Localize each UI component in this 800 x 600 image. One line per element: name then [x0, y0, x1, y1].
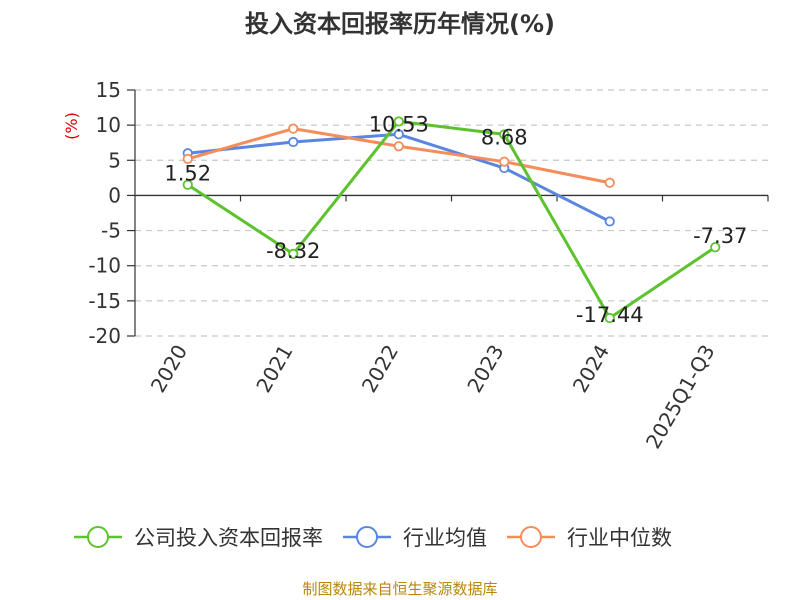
series-0-point — [182, 179, 193, 190]
y-tick-label: -10 — [88, 254, 121, 278]
data-label: -17.44 — [576, 303, 644, 327]
x-tick-label: 2020 — [146, 341, 192, 397]
legend-marker-0 — [87, 526, 109, 548]
series-2-point — [393, 141, 404, 152]
legend-label-2: 行业中位数 — [567, 526, 672, 550]
legend-label-0: 公司投入资本回报率 — [134, 526, 323, 550]
series-1-point — [604, 216, 615, 227]
series-2-point — [499, 156, 510, 167]
series-2-point — [604, 177, 615, 188]
legend-marker-2 — [520, 526, 542, 548]
y-tick-label: -20 — [88, 324, 121, 348]
data-label: 10.53 — [369, 112, 429, 136]
y-tick-label: 5 — [108, 148, 121, 172]
series-1-point — [288, 136, 299, 148]
series-0-point — [499, 129, 510, 140]
series-lines — [182, 116, 721, 324]
legend: 公司投入资本回报率 行业均值 行业中位数 — [74, 526, 672, 550]
series-0-point — [393, 116, 404, 127]
y-tick-label: 0 — [108, 183, 121, 207]
y-tick-label: -5 — [101, 219, 121, 243]
x-tick-label: 2021 — [251, 341, 297, 397]
data-label: 1.52 — [164, 162, 211, 186]
series-2-point — [182, 153, 193, 164]
source-note: 制图数据来自恒生聚源数据库 — [302, 580, 497, 598]
x-tick-label: 2023 — [462, 341, 508, 397]
chart-title: 投入资本回报率历年情况(%) — [245, 10, 555, 38]
y-tick-label: 10 — [96, 113, 121, 137]
x-tick-label: 2022 — [357, 341, 403, 397]
series-line-0 — [186, 119, 717, 320]
series-1-point — [393, 129, 404, 140]
series-0-point — [604, 312, 615, 324]
y-tick-label: -15 — [88, 289, 121, 313]
series-2-point — [288, 123, 299, 134]
series-0-point — [288, 248, 299, 260]
data-labels: 1.52 -8.32 10.53 8.68 -17.44 -7.37 — [164, 112, 747, 327]
data-label: -7.37 — [693, 224, 747, 248]
x-tick-label: 2024 — [568, 341, 614, 397]
y-tick-label: 15 — [96, 78, 121, 102]
legend-label-1: 行业均值 — [403, 526, 487, 550]
series-0-point — [710, 242, 721, 253]
legend-marker-1 — [356, 526, 378, 548]
data-label: -8.32 — [266, 239, 320, 263]
data-label: 8.68 — [481, 125, 528, 149]
y-axis-label: (%) — [62, 112, 81, 140]
x-tick-label: 2025Q1-Q3 — [641, 341, 720, 453]
